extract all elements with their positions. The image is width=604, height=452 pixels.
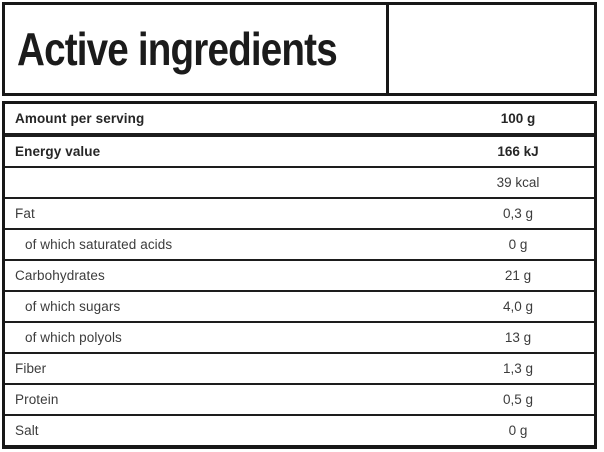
table-row: of which polyols 13 g <box>5 321 594 352</box>
row-label: Salt <box>15 423 39 438</box>
table-row: 39 kcal <box>5 166 594 197</box>
row-value: 21 g <box>504 268 532 283</box>
page-title: Active ingredients <box>17 23 338 75</box>
table-row: Protein 0,5 g <box>5 383 594 414</box>
table-row: Fiber 1,3 g <box>5 352 594 383</box>
table-row: Salt 0 g <box>5 414 594 445</box>
row-label: Fat <box>15 206 35 221</box>
row-label: Fiber <box>15 361 47 376</box>
row-value: 166 kJ <box>497 144 539 159</box>
row-label: of which sugars <box>25 299 121 314</box>
row-value: 0,3 g <box>502 206 534 221</box>
row-label: Carbohydrates <box>15 268 105 283</box>
title-empty-cell <box>389 5 594 93</box>
row-label: Energy value <box>15 144 101 159</box>
row-label: of which polyols <box>25 330 122 345</box>
nutrition-label-frame: Active ingredients Amount per serving 10… <box>2 2 597 449</box>
row-value: 13 g <box>504 330 532 345</box>
row-value: 39 kcal <box>496 175 540 190</box>
table-row: Amount per serving 100 g <box>5 104 594 133</box>
row-value: 0,5 g <box>502 392 534 407</box>
table-row: of which sugars 4,0 g <box>5 290 594 321</box>
table-row: Energy value 166 kJ <box>5 133 594 166</box>
row-label: Amount per serving <box>15 111 145 126</box>
table-row: Fat 0,3 g <box>5 197 594 228</box>
row-value: 0 g <box>508 237 528 252</box>
table-row: Carbohydrates 21 g <box>5 259 594 290</box>
row-value: 100 g <box>500 111 536 126</box>
row-label: Protein <box>15 392 59 407</box>
row-label: of which saturated acids <box>25 237 173 252</box>
row-value: 0 g <box>508 423 528 438</box>
row-value: 4,0 g <box>502 299 534 314</box>
title-cell: Active ingredients <box>5 5 390 93</box>
table-row: of which saturated acids 0 g <box>5 228 594 259</box>
title-box: Active ingredients <box>2 2 597 96</box>
row-value: 1,3 g <box>502 361 534 376</box>
nutrition-table: Amount per serving 100 g Energy value 16… <box>2 101 597 449</box>
